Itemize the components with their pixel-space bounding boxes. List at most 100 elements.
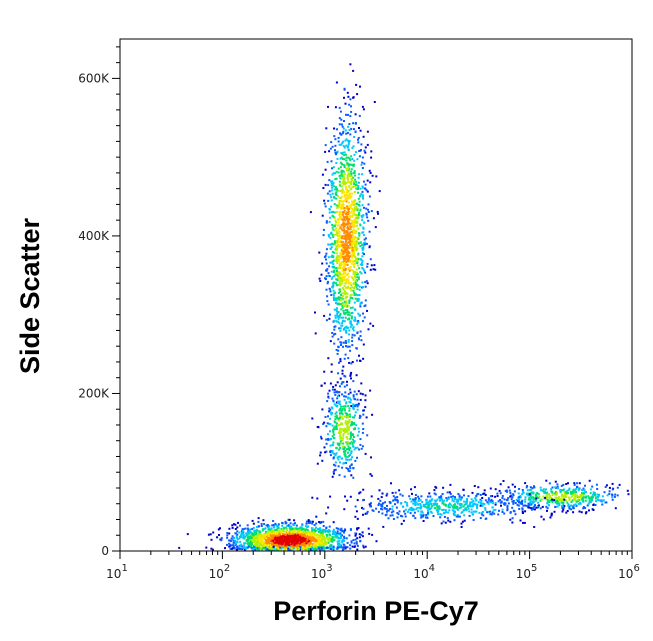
data-point [521, 500, 523, 503]
data-point [460, 506, 463, 509]
data-point [554, 506, 557, 508]
data-point [343, 407, 346, 410]
data-point [317, 546, 320, 548]
data-point [440, 513, 443, 516]
data-point [351, 340, 354, 343]
data-point [321, 262, 324, 265]
data-point [361, 248, 364, 251]
data-point [332, 430, 335, 433]
data-point [302, 543, 305, 546]
data-point [359, 194, 362, 197]
data-point [414, 517, 417, 520]
data-point [343, 180, 346, 183]
data-point [361, 286, 363, 289]
data-point [500, 504, 502, 507]
data-point [341, 207, 344, 210]
data-point [362, 544, 365, 547]
data-point [481, 497, 484, 499]
data-point [345, 191, 348, 194]
data-point [458, 515, 461, 518]
data-point [322, 533, 325, 536]
data-point [333, 463, 335, 466]
data-point [234, 528, 237, 530]
data-point [340, 264, 343, 267]
data-point [300, 532, 303, 535]
data-point [389, 507, 391, 510]
data-point [288, 541, 291, 543]
data-point [256, 544, 259, 547]
data-point [437, 513, 440, 516]
data-point [325, 252, 328, 255]
data-point [350, 244, 353, 247]
data-point [331, 450, 334, 452]
data-point [338, 419, 341, 422]
data-point [517, 492, 520, 495]
data-point [341, 407, 344, 410]
data-point [330, 184, 333, 187]
data-point [342, 450, 345, 453]
data-point [343, 475, 346, 478]
data-point [351, 456, 354, 459]
data-point [341, 319, 344, 322]
data-point [439, 513, 442, 516]
x-tick-label: 101 [106, 563, 128, 581]
data-point [429, 508, 432, 511]
data-point [370, 505, 372, 508]
data-point [365, 207, 368, 210]
data-point [339, 299, 342, 302]
data-point [359, 302, 362, 304]
data-point [330, 180, 333, 183]
data-point [521, 502, 524, 505]
data-point [271, 543, 273, 546]
data-point [353, 266, 356, 269]
data-point [342, 127, 345, 130]
data-point [345, 329, 348, 332]
data-point [350, 284, 353, 287]
data-point [346, 176, 349, 179]
data-point [307, 540, 310, 543]
data-point [355, 258, 358, 261]
data-point [566, 501, 569, 504]
data-point [342, 462, 345, 465]
data-point [351, 209, 354, 212]
data-point [283, 530, 286, 533]
data-point [345, 302, 348, 305]
data-point [339, 385, 341, 388]
data-point [371, 509, 374, 512]
data-point [424, 505, 427, 508]
data-point [349, 193, 351, 196]
data-point [492, 502, 495, 505]
data-point [283, 527, 286, 530]
data-point [422, 505, 425, 508]
data-point [306, 544, 309, 547]
data-point [321, 531, 324, 534]
data-point [329, 423, 332, 425]
data-point [348, 425, 350, 428]
data-point [325, 425, 328, 428]
data-point [483, 489, 486, 492]
data-point [463, 503, 466, 506]
data-point [253, 546, 256, 549]
data-point [411, 507, 414, 510]
data-point [485, 517, 488, 520]
data-point [448, 506, 451, 509]
data-point [353, 183, 356, 185]
data-point [265, 544, 268, 547]
data-point [238, 535, 241, 538]
data-point [470, 498, 473, 501]
data-point [368, 246, 371, 249]
data-point [509, 491, 512, 494]
data-point [329, 408, 332, 411]
data-point [307, 520, 310, 523]
data-point [358, 234, 361, 237]
data-point [350, 187, 353, 190]
data-point [576, 486, 579, 489]
data-point [384, 514, 387, 517]
data-point [396, 496, 399, 498]
data-point [327, 539, 330, 542]
data-point [354, 230, 356, 233]
data-point [427, 506, 430, 509]
data-point [330, 182, 333, 185]
data-point [211, 548, 214, 551]
data-point [442, 486, 445, 489]
